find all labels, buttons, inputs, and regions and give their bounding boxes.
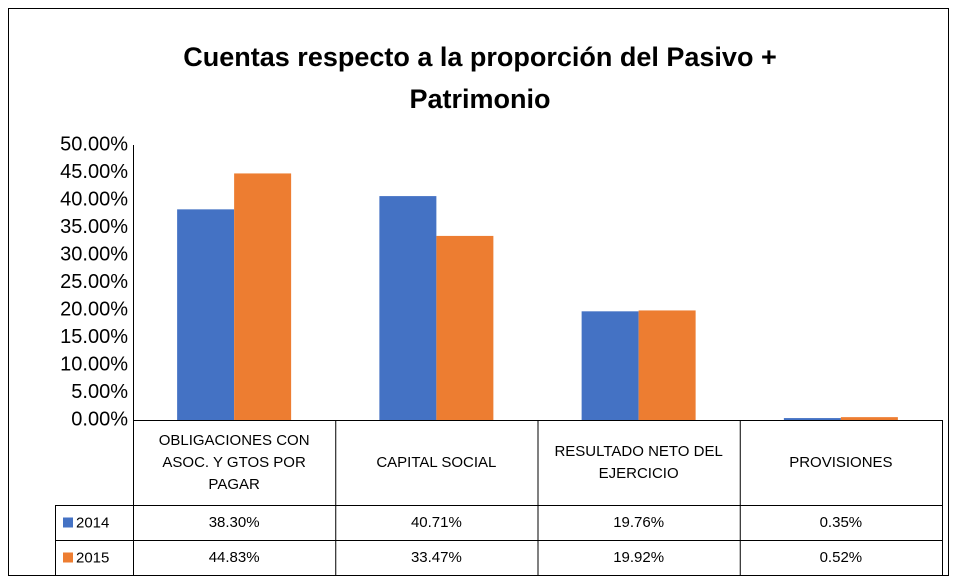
y-tick-label: 50.00% (60, 133, 128, 155)
y-tick-label: 40.00% (60, 188, 128, 210)
category-label: RESULTADO NETO DEL EJERCICIO (554, 442, 723, 482)
y-tick-label: 35.00% (60, 216, 128, 238)
legend-swatch (63, 517, 73, 528)
data-table-value: 44.83% (208, 548, 260, 566)
data-table-value: 19.76% (613, 513, 665, 531)
y-tick-label: 45.00% (60, 161, 128, 183)
legend-swatch (63, 552, 73, 563)
bar (177, 209, 235, 420)
data-table-value: 38.30% (208, 513, 260, 531)
category-label: CAPITAL SOCIAL (376, 453, 497, 471)
y-tick-label: 25.00% (60, 271, 128, 293)
bar (783, 418, 841, 420)
y-tick-label: 10.00% (60, 353, 128, 375)
category-label: PROVISIONES (789, 453, 893, 471)
legend-label: 2015 (76, 549, 109, 566)
data-table-value: 0.35% (819, 513, 863, 531)
data-table-value: 0.52% (819, 548, 863, 566)
y-tick-label: 5.00% (71, 381, 128, 403)
bar (379, 196, 437, 420)
bar (581, 311, 639, 420)
bar (436, 235, 494, 420)
data-table-value: 40.71% (410, 513, 462, 531)
bar (638, 310, 696, 420)
y-tick-label: 15.00% (60, 326, 128, 348)
y-tick-label: 20.00% (60, 298, 128, 320)
legend-label: 2014 (76, 514, 109, 531)
bar (234, 173, 292, 420)
data-table-value: 33.47% (410, 548, 462, 566)
category-label: OBLIGACIONES CON ASOC. Y GTOS POR PAGAR (158, 431, 310, 493)
bar (840, 417, 898, 420)
data-table-value: 19.92% (613, 548, 665, 566)
y-tick-label: 30.00% (60, 243, 128, 265)
chart-title: Cuentas respecto a la proporción del Pas… (183, 42, 777, 114)
y-tick-label: 0.00% (71, 408, 128, 430)
